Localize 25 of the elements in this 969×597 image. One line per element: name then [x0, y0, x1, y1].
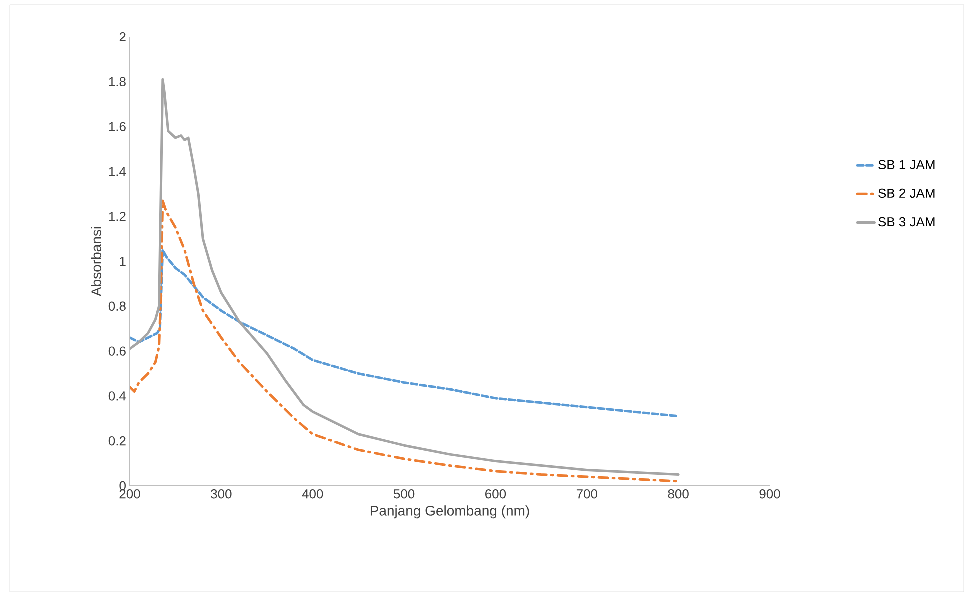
x-tick-label: 900: [760, 490, 780, 499]
y-tick-label: 1.2: [109, 212, 126, 222]
y-tick-label: 1.6: [109, 122, 126, 132]
y-tick-label: 0.4: [108, 392, 126, 401]
y-tick-label: 0.6: [108, 346, 126, 356]
y-tick-label: 1.8: [109, 77, 126, 86]
x-tick-label: 800: [668, 490, 689, 499]
y-tick-label: 0.2: [108, 436, 126, 446]
x-tick-label: 300: [211, 490, 232, 499]
legend-label: SB 3 JAM: [878, 217, 935, 227]
y-tick-label: 1: [120, 257, 126, 266]
x-tick-label: 600: [486, 490, 506, 499]
legend-label: SB 2 JAM: [878, 188, 935, 198]
y-tick-label: 2: [120, 32, 126, 42]
x-tick-label: 700: [576, 490, 598, 499]
legend-label: SB 1 JAM: [878, 160, 935, 170]
y-tick-label: 0.8: [108, 302, 126, 311]
x-tick-label: 500: [394, 490, 415, 499]
line-series: [130, 200, 680, 483]
y-axis-title: Absorbansi: [91, 227, 102, 296]
x-axis-title: Panjang Gelombang (nm): [370, 506, 530, 519]
x-tick-label: 200: [120, 490, 140, 499]
line-series: [130, 78, 680, 476]
x-tick-label: 400: [302, 490, 324, 499]
y-tick-label: 1.4: [109, 167, 126, 176]
